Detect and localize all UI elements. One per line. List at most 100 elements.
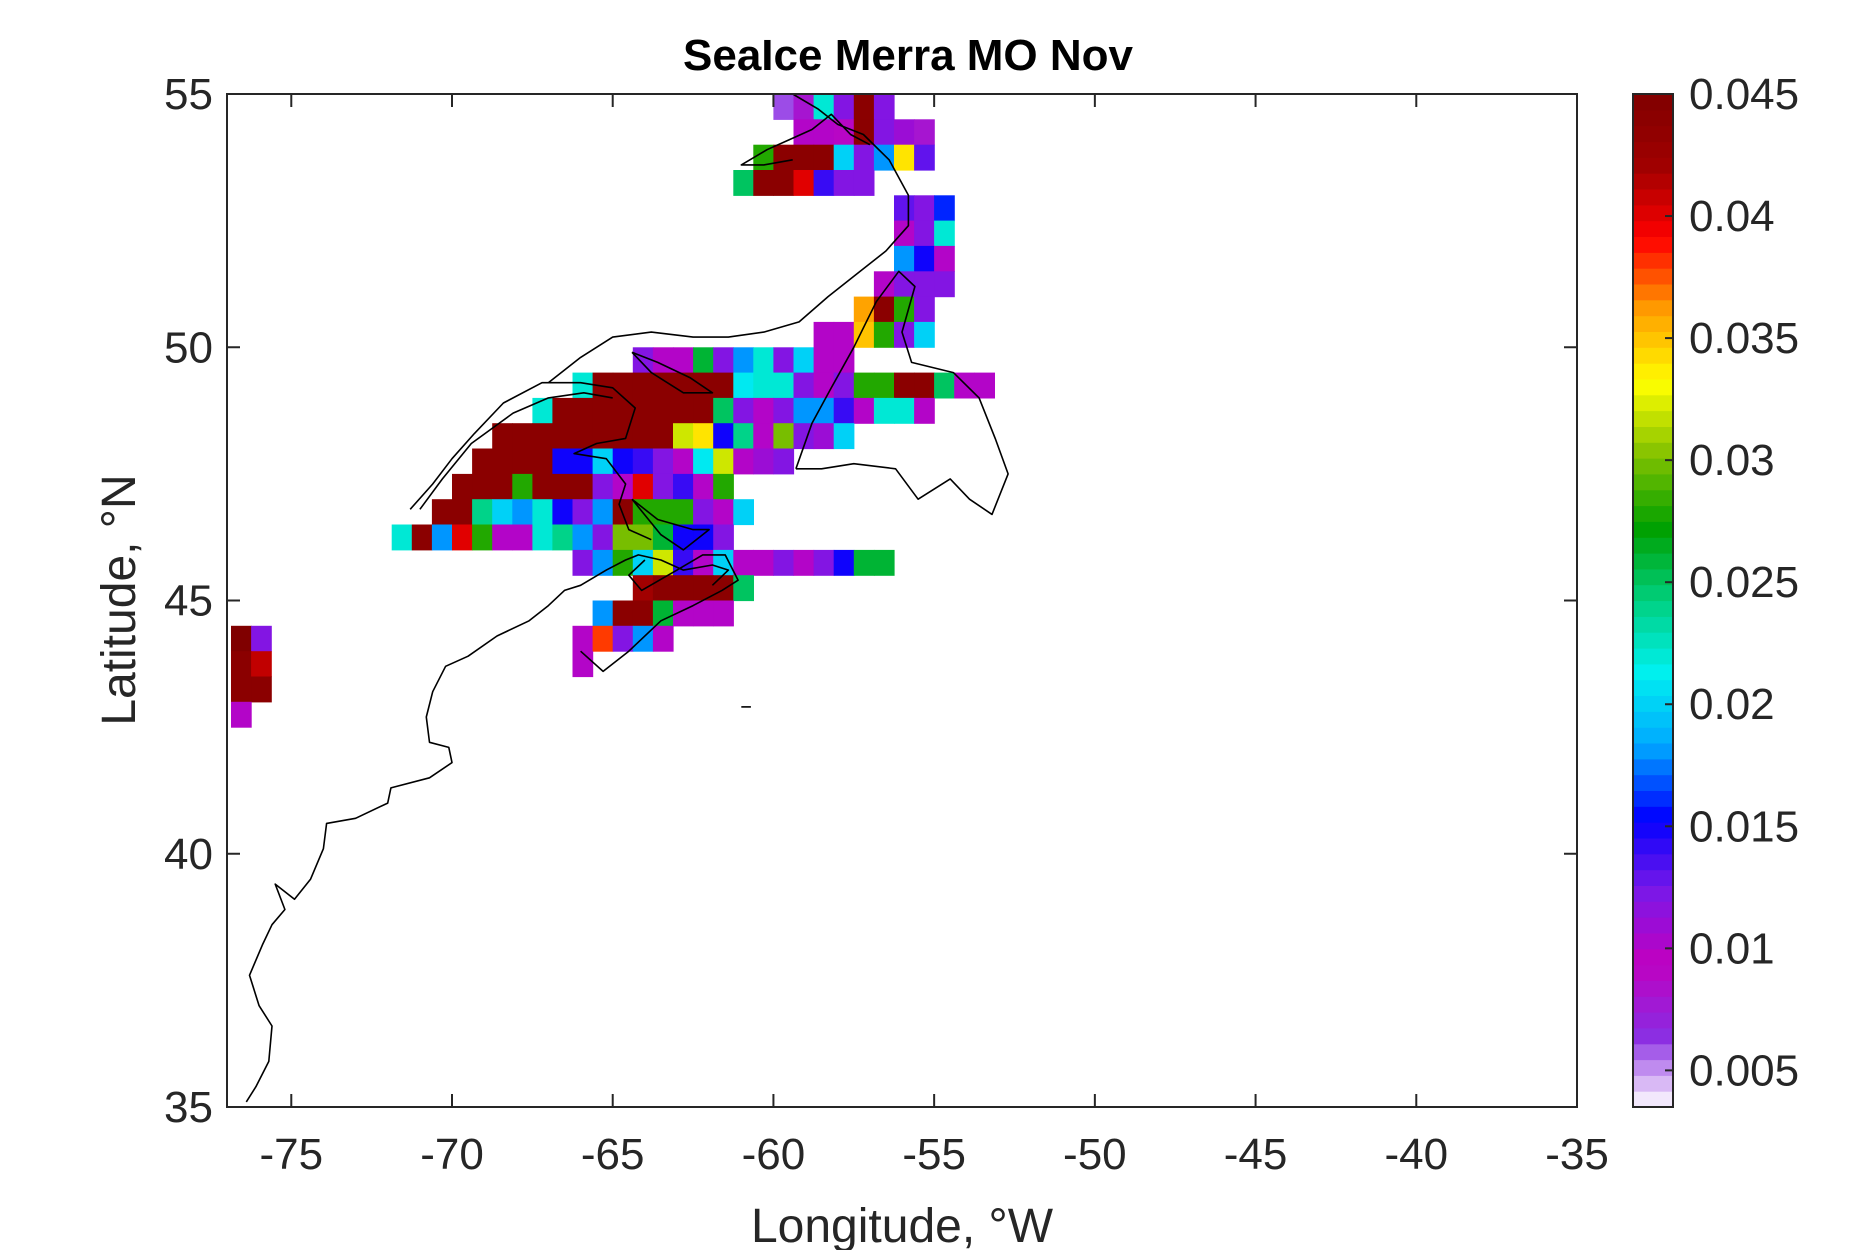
heatmap-cell	[652, 372, 674, 399]
colorbar-band	[1633, 505, 1673, 522]
heatmap-cell	[773, 549, 795, 576]
colorbar-band	[1633, 220, 1673, 237]
heatmap-cell	[914, 271, 935, 298]
colorbar-tick-label: 0.045	[1689, 70, 1799, 119]
x-axis-label: Longitude, °W	[751, 1200, 1054, 1250]
heatmap-cell	[793, 372, 815, 399]
colorbar-band	[1633, 616, 1673, 633]
heatmap-cell	[652, 423, 674, 450]
heatmap-cell	[914, 119, 935, 146]
heatmap-cell	[894, 271, 915, 298]
heatmap-cell	[753, 397, 774, 424]
colorbar-tick-label: 0.03	[1689, 436, 1775, 485]
heatmap-cell	[572, 499, 594, 526]
colorbar-band	[1633, 347, 1673, 364]
colorbar-band	[1633, 885, 1673, 902]
heatmap-cell	[693, 600, 714, 627]
heatmap-cell	[592, 499, 614, 526]
heatmap-cell	[773, 397, 795, 424]
heatmap-cell	[914, 321, 935, 348]
colorbar-band	[1633, 663, 1673, 681]
heatmap-cell	[572, 372, 594, 399]
heatmap-cell	[833, 372, 855, 399]
colorbar-band	[1633, 442, 1673, 459]
colorbar-tick-label: 0.01	[1689, 924, 1775, 973]
heatmap-cell	[853, 94, 875, 120]
heatmap-cell	[552, 397, 574, 424]
colorbar-band	[1633, 790, 1673, 807]
heatmap-cell	[231, 625, 252, 652]
colorbar-band	[1633, 141, 1673, 158]
heatmap-cell	[753, 448, 774, 475]
heatmap-cell	[612, 625, 634, 652]
heatmap-cell	[552, 524, 574, 551]
heatmap-cell	[753, 372, 774, 399]
heatmap-cell	[873, 549, 895, 576]
heatmap-cell	[853, 549, 875, 576]
colorbar-band	[1633, 853, 1673, 871]
heatmap-cell	[793, 549, 815, 576]
heatmap-cell	[793, 347, 815, 374]
heatmap-cell	[431, 499, 453, 526]
colorbar-band	[1633, 94, 1673, 111]
heatmap-cell	[733, 575, 754, 602]
coastline-path	[631, 498, 710, 551]
heatmap-cell	[391, 524, 413, 551]
colorbar-band	[1633, 648, 1673, 665]
heatmap-cell	[612, 397, 634, 424]
coastline	[245, 93, 1009, 1103]
colorbar-band	[1633, 473, 1673, 491]
heatmap-cell	[492, 448, 513, 475]
heatmap-cell	[632, 575, 654, 602]
heatmap-cell	[231, 701, 252, 728]
colorbar-band	[1633, 568, 1673, 586]
heatmap-cell	[512, 473, 533, 500]
coastline-path	[245, 554, 730, 1103]
heatmap-cell	[873, 144, 895, 171]
heatmap-cell	[793, 397, 815, 424]
heatmap-cell	[452, 524, 473, 551]
heatmap-cell	[894, 245, 915, 272]
colorbar-frame	[1632, 93, 1674, 1108]
heatmap-cell	[733, 347, 754, 374]
heatmap-cell	[773, 144, 795, 171]
heatmap-cell	[592, 423, 614, 450]
colorbar-band	[1633, 553, 1673, 570]
heatmap-cell	[753, 170, 774, 196]
heatmap-cell	[572, 397, 594, 424]
heatmap-cell	[572, 524, 594, 551]
heatmap-cell	[753, 423, 774, 450]
colorbar-band	[1633, 901, 1673, 918]
heatmap-cell	[632, 397, 654, 424]
heatmap-cell	[632, 473, 654, 500]
x-tick-label: -50	[1063, 1130, 1127, 1179]
heatmap-cell	[231, 676, 252, 703]
heatmap-cell	[713, 423, 734, 450]
heatmap-cell	[813, 549, 835, 576]
colorbar-band	[1633, 980, 1673, 997]
heatmap-cell	[693, 473, 714, 500]
heatmap-cell	[673, 347, 694, 374]
colorbar-band	[1633, 537, 1673, 554]
x-axis: -75 -70 -65 -60 -55 -50 -45 -40 -35	[259, 94, 1609, 1179]
heatmap-cell	[472, 448, 493, 475]
heatmap-cell	[512, 499, 533, 526]
x-tick-label: -40	[1384, 1130, 1448, 1179]
heatmap-cell	[652, 397, 674, 424]
x-tick-label: -65	[581, 1130, 645, 1179]
heatmap-cell	[733, 499, 754, 526]
heatmap-cell	[934, 271, 955, 298]
coastline-path	[409, 381, 652, 541]
colorbar-band	[1633, 410, 1673, 427]
heatmap-cell	[251, 625, 272, 652]
colorbar-band	[1633, 252, 1673, 269]
heatmap-cell	[693, 372, 714, 399]
heatmap-cell	[452, 499, 473, 526]
heatmap-cell	[592, 448, 614, 475]
colorbar-band	[1633, 109, 1673, 127]
colorbar-band	[1633, 315, 1673, 332]
heatmap-cell	[873, 94, 895, 120]
heatmap-cell	[813, 321, 835, 348]
